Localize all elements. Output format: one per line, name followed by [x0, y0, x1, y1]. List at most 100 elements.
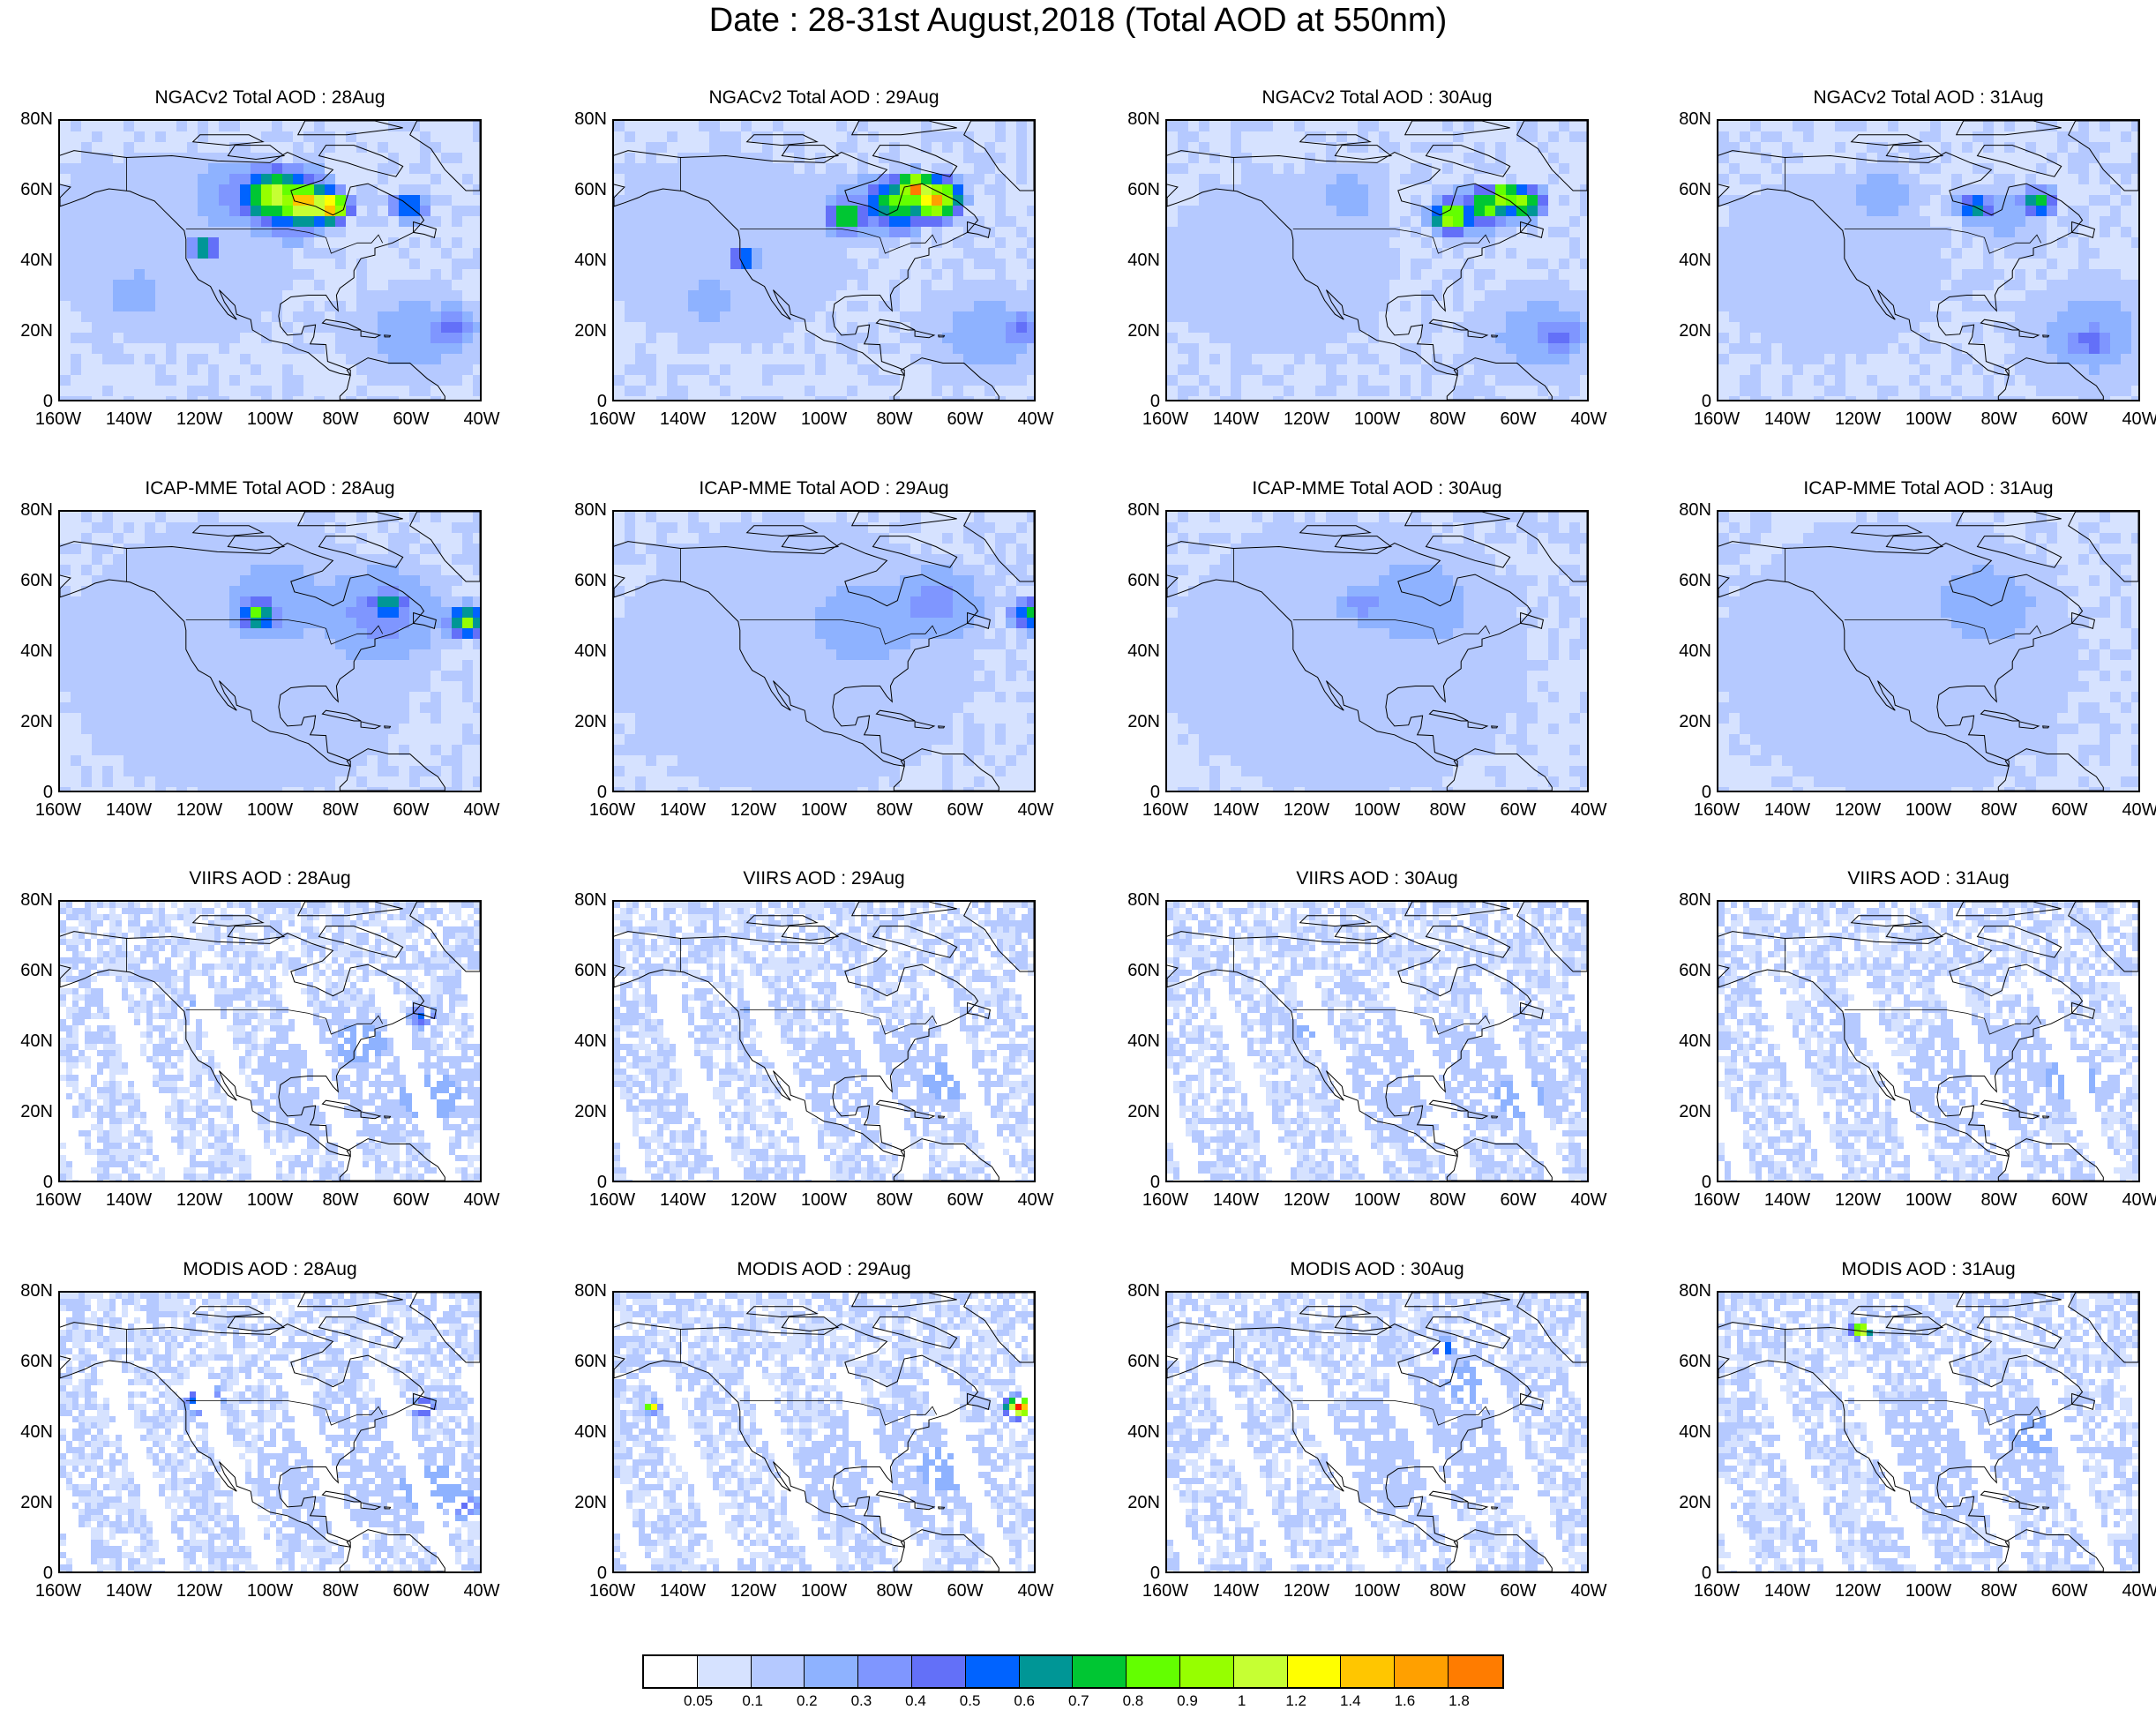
lon-tick-label: 140W — [1764, 1191, 1810, 1209]
lon-tick-label: 60W — [947, 1191, 983, 1209]
lon-tick-label: 60W — [1500, 1582, 1536, 1600]
lon-tick-label: 60W — [393, 410, 429, 428]
colorbar-swatch — [1179, 1656, 1234, 1687]
panel-title: ICAP-MME Total AOD : 28Aug — [58, 477, 482, 500]
lat-tick-label: 60N — [1679, 1353, 1711, 1370]
lat-tick-label: 40N — [20, 642, 53, 660]
lon-tick-label: 40W — [1570, 1191, 1606, 1209]
lon-tick-label: 100W — [247, 410, 293, 428]
lat-tick-label: 20N — [20, 713, 53, 731]
map-panel-ngacv2-2: NGACv2 Total AOD : 29Aug 80N 60N 40N 20N 0 160… — [574, 87, 1053, 428]
lon-tick-label: 120W — [1835, 1582, 1881, 1600]
map-panel-modis-2: MODIS AOD : 29Aug 80N 60N 40N 20N 0 160W 140W 12… — [574, 1259, 1053, 1600]
lon-tick-label: 120W — [176, 1191, 222, 1209]
panel-title: VIIRS AOD : 30Aug — [1165, 867, 1589, 890]
lat-tick-label: 40N — [1679, 1032, 1711, 1050]
lon-tick-label: 160W — [1142, 1582, 1188, 1600]
lon-tick-label: 40W — [2122, 1191, 2156, 1209]
lon-tick-label: 100W — [1905, 1582, 1951, 1600]
colorbar-label: 0.3 — [851, 1692, 872, 1710]
map-plot-area — [1717, 119, 2140, 401]
colorbar-label: 0.5 — [960, 1692, 981, 1710]
panel-title: NGACv2 Total AOD : 30Aug — [1165, 86, 1589, 109]
lat-tick-label: 60N — [20, 181, 53, 199]
lat-tick-label: 20N — [574, 713, 607, 731]
lon-tick-label: 40W — [1017, 1582, 1053, 1600]
lat-tick-label: 20N — [20, 1103, 53, 1121]
lon-tick-label: 80W — [322, 1191, 358, 1209]
lon-tick-label: 140W — [660, 1191, 706, 1209]
lon-tick-label: 140W — [1213, 1582, 1259, 1600]
lon-tick-label: 60W — [947, 1582, 983, 1600]
map-panel-modis-4: MODIS AOD : 31Aug 80N 60N 40N 20N 0 160W 140W 12… — [1679, 1259, 2156, 1600]
lon-tick-label: 60W — [2051, 1191, 2087, 1209]
panel-title: MODIS AOD : 29Aug — [612, 1258, 1036, 1281]
aod-field-map — [1718, 1293, 2138, 1571]
lon-tick-label: 160W — [35, 801, 81, 819]
panel-title: NGACv2 Total AOD : 28Aug — [58, 86, 482, 109]
lon-tick-label: 120W — [1284, 801, 1329, 819]
lon-tick-label: 140W — [1764, 410, 1810, 428]
lat-tick-label: 20N — [574, 1494, 607, 1511]
lon-tick-label: 60W — [393, 1191, 429, 1209]
colorbar — [642, 1654, 1504, 1689]
lon-tick-label: 80W — [1429, 1582, 1465, 1600]
lon-tick-label: 160W — [1142, 801, 1188, 819]
lon-tick-label: 80W — [1980, 1191, 2017, 1209]
map-panel-ngacv2-4: NGACv2 Total AOD : 31Aug 80N 60N 40N 20N 0 160… — [1679, 87, 2156, 428]
lat-tick-label: 0 — [597, 784, 607, 801]
lon-tick-label: 60W — [2051, 1582, 2087, 1600]
lat-tick-label: 20N — [1679, 1494, 1711, 1511]
lon-tick-label: 140W — [1764, 801, 1810, 819]
colorbar-swatch — [1448, 1656, 1502, 1687]
lon-tick-label: 160W — [1694, 1191, 1740, 1209]
colorbar-label: 0.1 — [742, 1692, 763, 1710]
lat-tick-label: 40N — [574, 1423, 607, 1441]
lat-tick-label: 20N — [1127, 713, 1160, 731]
figure-title: Date : 28-31st August,2018 (Total AOD at… — [0, 0, 2156, 41]
lat-tick-label: 80N — [20, 501, 53, 519]
lon-tick-label: 40W — [1017, 410, 1053, 428]
lon-tick-label: 40W — [1570, 801, 1606, 819]
lon-tick-label: 80W — [1429, 1191, 1465, 1209]
aod-field-map — [1167, 1293, 1587, 1571]
colorbar-swatch — [965, 1656, 1020, 1687]
lat-tick-label: 80N — [1127, 110, 1160, 128]
lat-tick-label: 60N — [1679, 962, 1711, 979]
lat-tick-label: 60N — [574, 1353, 607, 1370]
lon-tick-label: 80W — [1429, 801, 1465, 819]
colorbar-label: 0.9 — [1177, 1692, 1198, 1710]
lat-tick-label: 20N — [1679, 713, 1711, 731]
lon-tick-label: 140W — [1213, 801, 1259, 819]
map-plot-area — [1717, 510, 2140, 792]
map-panel-viirs-1: VIIRS AOD : 28Aug 80N 60N 40N 20N 0 160W 140W 12… — [20, 868, 499, 1209]
lat-tick-label: 60N — [1127, 181, 1160, 199]
map-panel-icap-mme-3: ICAP-MME Total AOD : 30Aug 80N 60N 40N 20N 0 1… — [1127, 478, 1606, 819]
lon-tick-label: 100W — [801, 410, 847, 428]
lat-tick-label: 40N — [1679, 251, 1711, 269]
lon-tick-label: 140W — [660, 1582, 706, 1600]
lat-tick-label: 60N — [20, 962, 53, 979]
lat-tick-label: 40N — [1127, 642, 1160, 660]
lon-tick-label: 120W — [1284, 1582, 1329, 1600]
lon-tick-label: 120W — [1835, 801, 1881, 819]
lat-tick-label: 60N — [1127, 1353, 1160, 1370]
lon-tick-label: 160W — [1142, 410, 1188, 428]
map-panel-icap-mme-2: ICAP-MME Total AOD : 29Aug 80N 60N 40N 20N 0 1… — [574, 478, 1053, 819]
lon-tick-label: 40W — [2122, 410, 2156, 428]
map-panel-icap-mme-4: ICAP-MME Total AOD : 31Aug 80N 60N 40N 20N 0 1… — [1679, 478, 2156, 819]
map-plot-area — [612, 1291, 1036, 1573]
lon-tick-label: 100W — [247, 801, 293, 819]
lat-tick-label: 40N — [1127, 1032, 1160, 1050]
lat-tick-label: 20N — [574, 1103, 607, 1121]
map-plot-area — [1717, 900, 2140, 1182]
lat-tick-label: 20N — [1679, 1103, 1711, 1121]
lon-tick-label: 40W — [2122, 1582, 2156, 1600]
lon-tick-label: 120W — [1835, 410, 1881, 428]
panel-title: VIIRS AOD : 28Aug — [58, 867, 482, 890]
lat-tick-label: 60N — [1679, 181, 1711, 199]
lat-tick-label: 0 — [1702, 393, 1711, 410]
lat-tick-label: 0 — [1150, 1174, 1160, 1191]
lon-tick-label: 120W — [1835, 1191, 1881, 1209]
aod-field-map — [1167, 902, 1587, 1181]
